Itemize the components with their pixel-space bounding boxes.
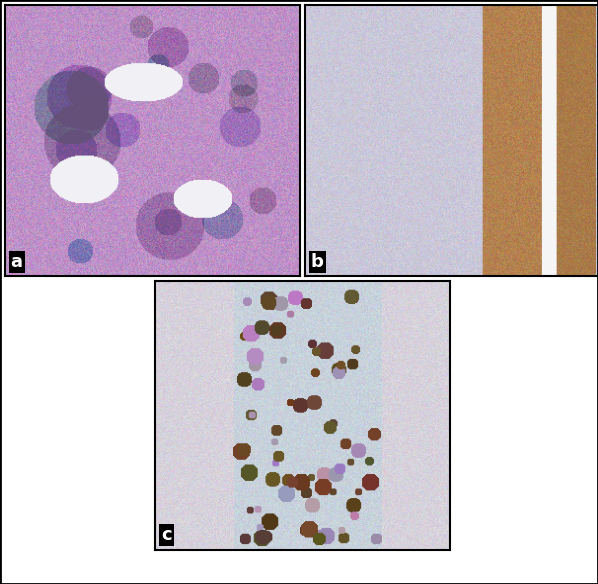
Text: c: c xyxy=(161,526,172,544)
Text: b: b xyxy=(311,253,324,271)
Text: a: a xyxy=(11,253,23,271)
